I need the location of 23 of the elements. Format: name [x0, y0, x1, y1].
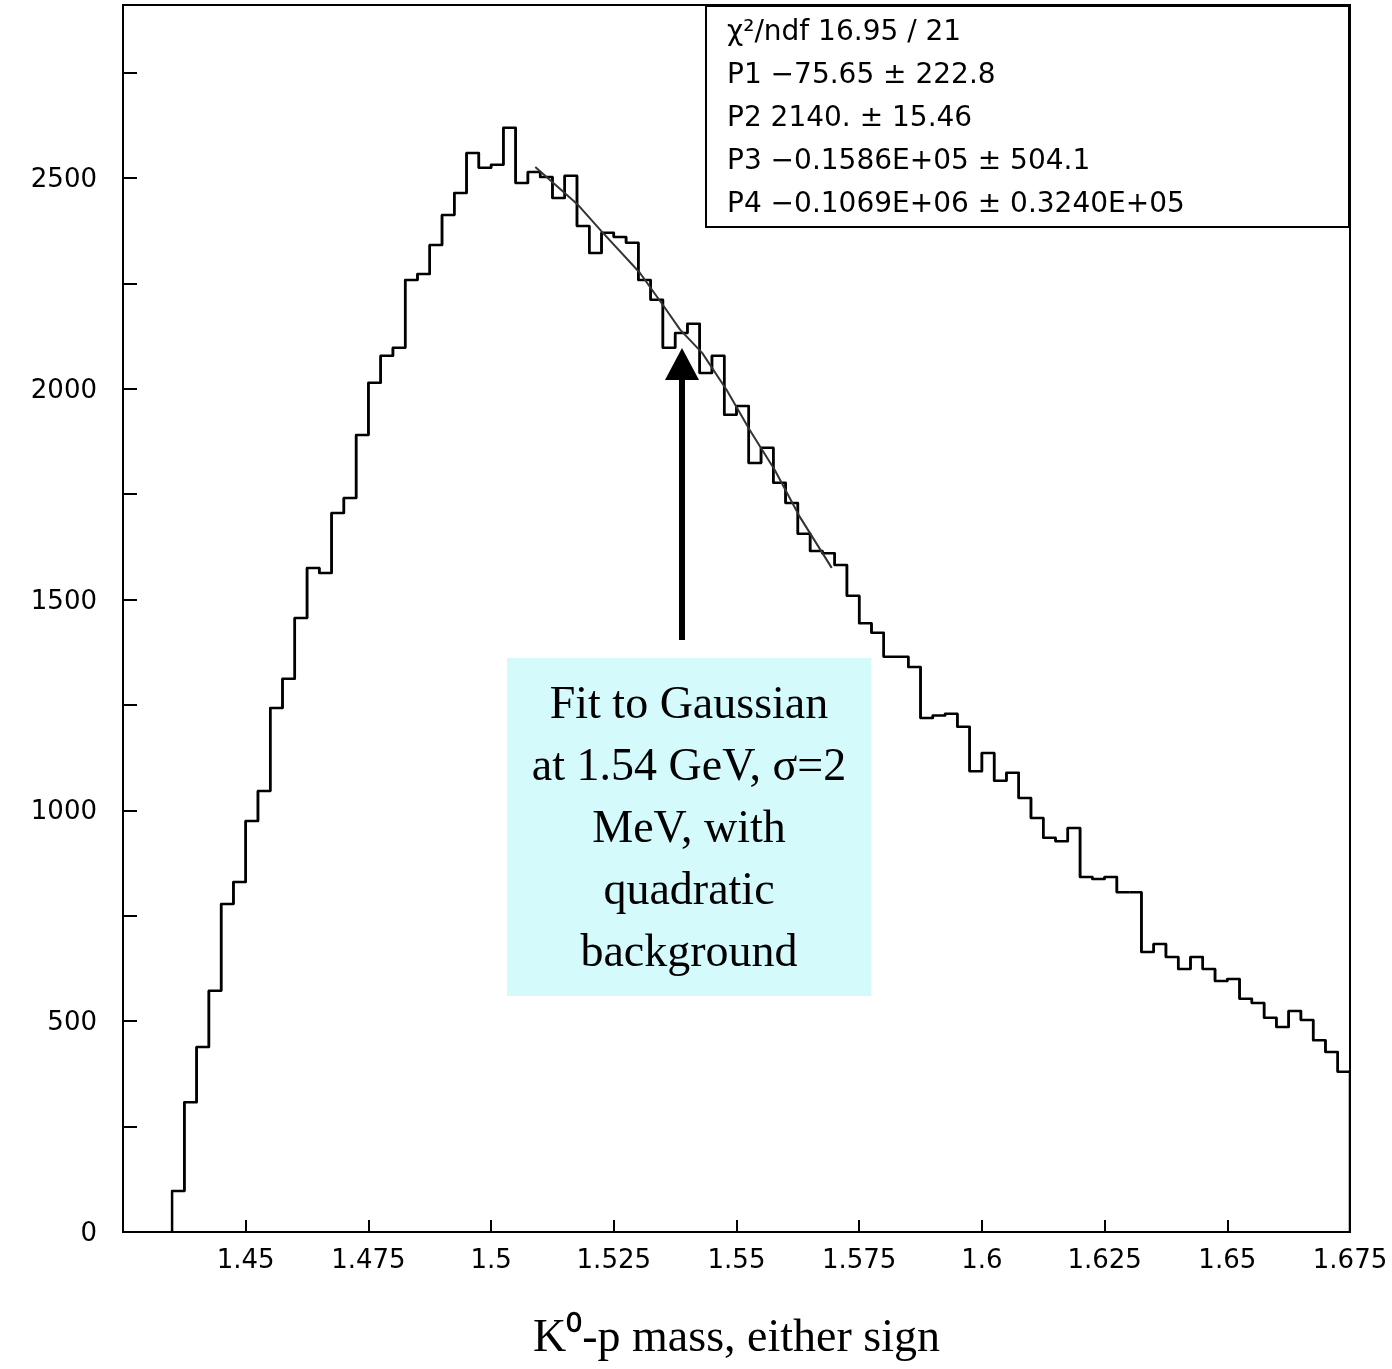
x-tick-label: 1.525	[576, 1244, 652, 1274]
y-tick-label: 2500	[30, 162, 97, 193]
annotation: Fit to Gaussian at 1.54 GeV, σ=2 MeV, with quadratic background	[507, 658, 871, 996]
y-tick-label: 500	[47, 1006, 97, 1037]
y-tick-label: 1000	[30, 795, 97, 826]
annotation: χ²/ndf 16.95 / 21	[727, 13, 963, 49]
x-tick-label: 1.475	[331, 1244, 406, 1274]
x-tick-label: 1.45	[216, 1244, 275, 1274]
x-tick-label: 1.6	[961, 1244, 1003, 1274]
x-tick-label: 1.55	[707, 1244, 766, 1274]
y-tick-label: 1500	[30, 584, 97, 615]
y-tick-label: 0	[80, 1217, 97, 1247]
annotation: P2 2140. ± 15.46	[727, 99, 974, 135]
annotation: P3 −0.1586E+05 ± 504.1	[727, 142, 1092, 178]
annotation: P1 −75.65 ± 222.8	[727, 56, 997, 92]
x-tick-label: 1.5	[470, 1244, 512, 1274]
x-tick-label: 1.575	[821, 1244, 897, 1274]
y-tick-label: 2000	[30, 373, 97, 404]
x-tick-label: 1.625	[1067, 1244, 1142, 1274]
x-axis-title: K⁰-p mass, either sign	[533, 1309, 940, 1361]
x-tick-label: 1.65	[1198, 1244, 1257, 1274]
x-tick-label: 1.675	[1312, 1244, 1388, 1274]
annotation: P4 −0.1069E+06 ± 0.3240E+05	[727, 185, 1186, 221]
